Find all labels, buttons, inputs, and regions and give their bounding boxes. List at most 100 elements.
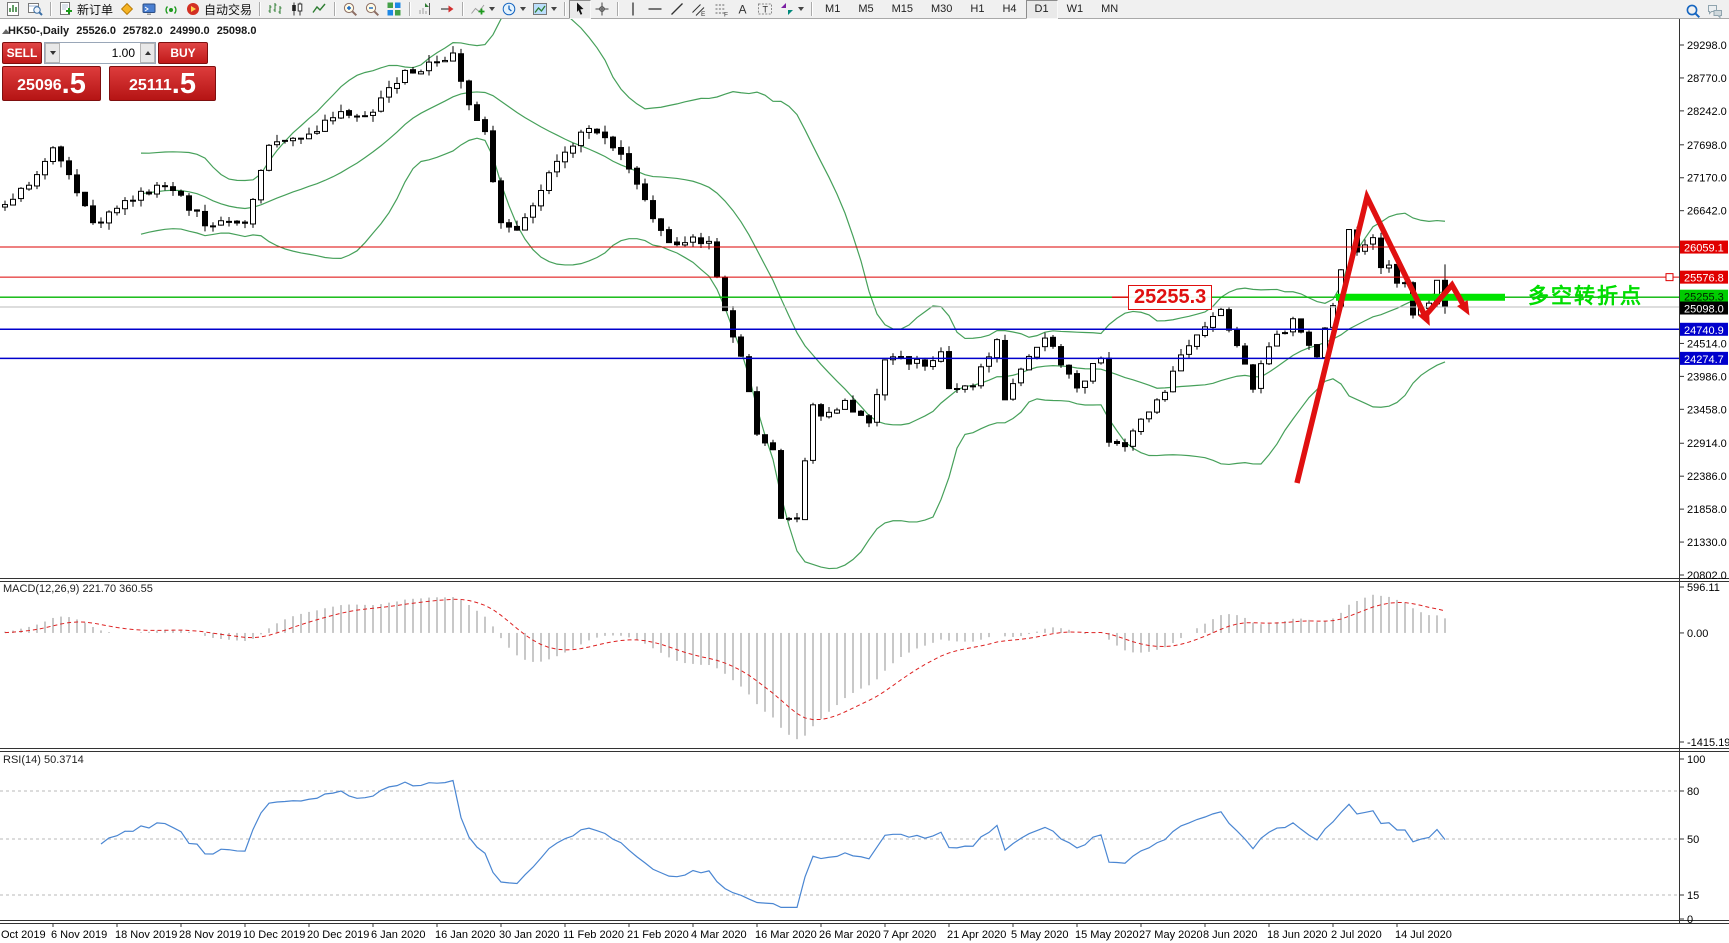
- auto-scroll-button[interactable]: [436, 0, 458, 19]
- strategy-tester-button[interactable]: [160, 0, 182, 19]
- candlestick: [426, 61, 432, 72]
- chart-shift-button[interactable]: [414, 0, 436, 19]
- candlestick: [1178, 354, 1184, 372]
- date-label: 30 Jan 2020: [499, 929, 560, 941]
- candlestick: [466, 80, 472, 106]
- price-tick-label: 26642.0: [1687, 206, 1727, 218]
- timeframe-w1[interactable]: W1: [1058, 0, 1093, 19]
- candlestick: [226, 220, 232, 223]
- zoom-out-button[interactable]: [361, 0, 383, 19]
- candlestick: [514, 225, 520, 231]
- profiles-button[interactable]: [24, 0, 46, 19]
- timeframe-d1[interactable]: D1: [1025, 0, 1058, 19]
- price-tick-label: 21330.0: [1687, 537, 1727, 549]
- candlestick: [922, 359, 928, 367]
- price-tag-label: 25255.3: [1684, 292, 1724, 304]
- line-chart-button[interactable]: [308, 0, 330, 19]
- main-pane: [0, 19, 1679, 570]
- candlestick: [706, 240, 712, 244]
- trendline-button[interactable]: [666, 0, 688, 19]
- candlestick: [874, 394, 880, 423]
- timeframe-m30[interactable]: M30: [922, 0, 961, 19]
- timeframe-h4[interactable]: H4: [993, 0, 1025, 19]
- candlestick: [1218, 308, 1224, 317]
- candlestick: [298, 137, 304, 140]
- sell-button[interactable]: SELL: [2, 42, 42, 64]
- crosshair-button[interactable]: [591, 0, 613, 19]
- dropdown-caret-icon: [489, 7, 496, 11]
- candlestick: [362, 115, 368, 118]
- one-click-collapse-icon[interactable]: [2, 29, 10, 34]
- volume-input[interactable]: [60, 43, 140, 63]
- date-label: 18 Jun 2020: [1267, 929, 1328, 941]
- one-click-order-row: SELL BUY: [2, 42, 216, 64]
- terminal-button[interactable]: [138, 0, 160, 19]
- price-tick-label: 22386.0: [1687, 471, 1727, 483]
- metaeditor-button[interactable]: [116, 0, 138, 19]
- price-tick-label: 23458.0: [1687, 404, 1727, 416]
- candlestick: [906, 356, 912, 365]
- horizontal-line-button[interactable]: [644, 0, 666, 19]
- arrows-button[interactable]: [776, 0, 807, 19]
- timeframe-m1-label: M1: [825, 3, 841, 15]
- channel-button[interactable]: E: [688, 0, 710, 19]
- candlestick: [930, 360, 936, 368]
- indicators-button[interactable]: [467, 0, 498, 19]
- candlestick: [1306, 331, 1312, 346]
- volume-decrease-button[interactable]: [45, 43, 60, 63]
- periods-button[interactable]: [498, 0, 529, 19]
- volume-increase-button[interactable]: [140, 43, 155, 63]
- candlestick: [994, 339, 1000, 359]
- turning-point-annotation: 多空转折点: [1528, 285, 1643, 308]
- timeframe-h1[interactable]: H1: [961, 0, 993, 19]
- candlestick: [554, 160, 560, 173]
- text-button[interactable]: A: [732, 0, 754, 19]
- timeframe-mn[interactable]: MN: [1092, 0, 1127, 19]
- candlestick: [786, 517, 792, 520]
- timeframe-m1[interactable]: M1: [816, 0, 849, 19]
- main-toolbar: 新订单 自动交易 E F A T M1 M5 M15 M30 H1 H4 D1 W1 MN: [0, 0, 1729, 19]
- tile-windows-button[interactable]: [383, 0, 405, 19]
- cursor-button[interactable]: [569, 0, 592, 19]
- autotrading-button[interactable]: 自动交易: [182, 0, 255, 19]
- indicators-icon: [470, 1, 486, 17]
- search-button[interactable]: [1682, 1, 1704, 20]
- triangle-up-icon: [144, 51, 151, 55]
- bar-chart-button[interactable]: [264, 0, 286, 19]
- candlestick: [498, 180, 504, 224]
- timeframe-m15[interactable]: M15: [883, 0, 922, 19]
- new-chart-button[interactable]: [2, 0, 24, 19]
- candlestick: [578, 131, 584, 147]
- buy-price-display[interactable]: 25111 .5: [109, 66, 216, 101]
- text-label-icon: T: [757, 1, 773, 17]
- templates-button[interactable]: [529, 0, 560, 19]
- candlestick: [234, 220, 240, 224]
- rsi-scale-label: 15: [1687, 890, 1699, 902]
- sell-price-display[interactable]: 25096 .5: [2, 66, 101, 101]
- zoom-in-button[interactable]: [339, 0, 361, 19]
- chart-canvas: 29298.0 28770.0 28242.0 27698.0 27170.0 26642…: [0, 19, 1729, 941]
- chat-button[interactable]: [1704, 1, 1726, 20]
- text-label-button[interactable]: T: [754, 0, 776, 19]
- candlestick: [50, 147, 56, 163]
- vertical-line-button[interactable]: [622, 0, 644, 19]
- candlestick: [10, 198, 16, 206]
- candlestick: [202, 210, 208, 227]
- toolbar-separator: [409, 2, 411, 16]
- timeframe-h4-label: H4: [1002, 3, 1017, 15]
- buy-button[interactable]: BUY: [158, 42, 208, 64]
- candlestick: [154, 184, 160, 195]
- new-order-button[interactable]: 新订单: [55, 0, 116, 19]
- timeframe-m5[interactable]: M5: [849, 0, 882, 19]
- candlestick: [610, 136, 616, 149]
- date-label: 28 Nov 2019: [179, 929, 241, 941]
- rsi-label: RSI(14) 50.3714: [3, 754, 84, 766]
- candlestick: [1138, 418, 1144, 433]
- line-chart-icon: [311, 1, 327, 17]
- cursor-icon: [572, 1, 588, 17]
- candlestick-chart-button[interactable]: [286, 0, 308, 19]
- chart-area[interactable]: 29298.0 28770.0 28242.0 27698.0 27170.0 26642…: [0, 19, 1729, 943]
- candlestick: [394, 82, 400, 89]
- fibonacci-button[interactable]: F: [710, 0, 732, 19]
- buy-price-pips: .5: [171, 68, 196, 100]
